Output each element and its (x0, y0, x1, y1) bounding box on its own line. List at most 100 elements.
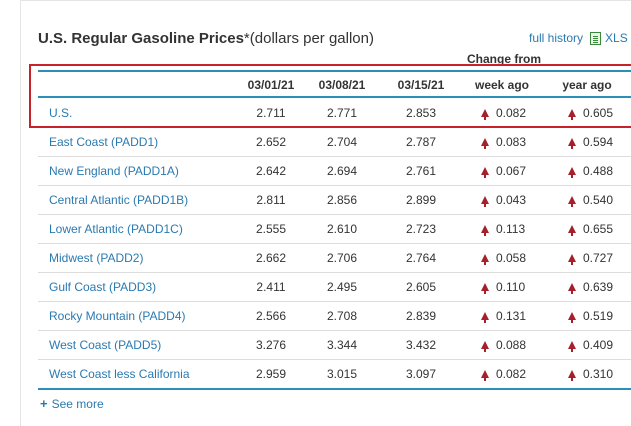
table-row: Lower Atlantic (PADD1C) 2.555 2.610 2.723 0.… (38, 214, 631, 244)
change-from-header: Change from (467, 52, 542, 66)
week-change: 0.067 (481, 164, 526, 178)
week-change: 0.131 (481, 309, 526, 323)
price-date2: 2.694 (326, 164, 358, 178)
week-change-value: 0.082 (496, 367, 527, 381)
price-date3: 2.761 (405, 164, 437, 178)
week-change-value: 0.067 (496, 164, 527, 178)
year-change-value: 0.409 (583, 338, 614, 352)
week-change-value: 0.088 (496, 338, 527, 352)
week-change-value: 0.082 (496, 106, 527, 120)
table-row: New England (PADD1A) 2.642 2.694 2.761 0.067… (38, 156, 631, 186)
region-link[interactable]: Central Atlantic (PADD1B) (49, 193, 189, 207)
week-change: 0.088 (481, 338, 526, 352)
year-change-value: 0.639 (583, 280, 614, 294)
full-history-link[interactable]: full history (529, 31, 584, 45)
week-change: 0.058 (481, 251, 526, 265)
title-suffix: *(dollars per gallon) (243, 30, 374, 47)
xls-link[interactable]: XLS (605, 31, 628, 45)
up-arrow-icon (568, 167, 576, 178)
year-change: 0.488 (568, 164, 613, 178)
week-change-value: 0.113 (496, 222, 526, 236)
region-link[interactable]: Gulf Coast (PADD3) (49, 280, 157, 294)
week-change: 0.110 (481, 280, 525, 294)
table-row: U.S. 2.711 2.771 2.853 0.082 0.605 (38, 98, 631, 128)
price-date3: 2.605 (405, 280, 437, 294)
year-change-value: 0.594 (583, 135, 614, 149)
up-arrow-icon (568, 109, 576, 120)
column-header-week-ago: week ago (474, 78, 530, 92)
panel-top-edge (20, 0, 631, 1)
up-arrow-icon (481, 138, 489, 149)
table-header-rule (38, 96, 631, 98)
year-change: 0.594 (568, 135, 613, 149)
column-header-date2: 03/08/21 (318, 78, 366, 92)
week-change-value: 0.058 (496, 251, 527, 265)
price-date1: 2.411 (256, 280, 286, 294)
price-date2: 2.610 (326, 222, 358, 236)
up-arrow-icon (568, 196, 576, 207)
region-link[interactable]: East Coast (PADD1) (49, 135, 159, 149)
panel-left-edge (20, 0, 21, 426)
week-change-value: 0.110 (496, 280, 526, 294)
price-date2: 2.495 (326, 280, 358, 294)
week-change: 0.083 (481, 135, 526, 149)
week-change-value: 0.083 (496, 135, 527, 149)
year-change-value: 0.655 (583, 222, 614, 236)
up-arrow-icon (481, 109, 489, 120)
price-date1: 2.652 (255, 135, 287, 149)
table-row: Rocky Mountain (PADD4) 2.566 2.708 2.839 0.1… (38, 301, 631, 331)
column-header-year-ago: year ago (562, 78, 612, 92)
table-row: Gulf Coast (PADD3) 2.411 2.495 2.605 0.110 0.… (38, 272, 631, 302)
price-date2: 3.344 (326, 338, 358, 352)
region-link[interactable]: U.S. (49, 106, 73, 120)
week-change: 0.043 (481, 193, 526, 207)
price-date3: 2.723 (405, 222, 437, 236)
price-date2: 2.856 (326, 193, 358, 207)
year-change: 0.409 (568, 338, 613, 352)
up-arrow-icon (481, 225, 489, 236)
price-date3: 2.899 (405, 193, 437, 207)
see-more-label: See more (51, 396, 104, 411)
up-arrow-icon (568, 225, 576, 236)
up-arrow-icon (568, 370, 576, 381)
price-date1: 2.642 (255, 164, 287, 178)
region-link[interactable]: Rocky Mountain (PADD4) (49, 309, 186, 323)
year-change: 0.727 (568, 251, 613, 265)
week-change-value: 0.131 (496, 309, 527, 323)
up-arrow-icon (568, 283, 576, 294)
table-row: Midwest (PADD2) 2.662 2.706 2.764 0.058 0.727 (38, 243, 631, 273)
year-change: 0.639 (568, 280, 613, 294)
price-date3: 3.432 (405, 338, 437, 352)
year-change: 0.540 (568, 193, 613, 207)
up-arrow-icon (481, 167, 489, 178)
table-row: West Coast less California 2.959 3.015 3.09… (38, 359, 631, 390)
up-arrow-icon (568, 341, 576, 352)
week-change: 0.082 (481, 367, 526, 381)
week-change: 0.113 (481, 222, 525, 236)
up-arrow-icon (568, 254, 576, 265)
price-date1: 2.959 (255, 367, 287, 381)
price-date3: 3.097 (405, 367, 437, 381)
price-date1: 2.555 (255, 222, 287, 236)
price-date1: 2.711 (256, 106, 286, 120)
see-more-link[interactable]: + See more (40, 396, 104, 411)
up-arrow-icon (481, 312, 489, 323)
region-link[interactable]: West Coast less California (49, 367, 190, 381)
region-link[interactable]: West Coast (PADD5) (49, 338, 162, 352)
region-link[interactable]: Midwest (PADD2) (49, 251, 144, 265)
region-link[interactable]: Lower Atlantic (PADD1C) (49, 222, 183, 236)
year-change-value: 0.488 (583, 164, 614, 178)
region-link[interactable]: New England (PADD1A) (49, 164, 179, 178)
title-main: U.S. Regular Gasoline Prices (38, 30, 244, 47)
price-date1: 2.662 (255, 251, 287, 265)
price-date3: 2.839 (405, 309, 437, 323)
price-date2: 3.015 (326, 367, 358, 381)
price-date3: 2.787 (405, 135, 437, 149)
week-change: 0.082 (481, 106, 526, 120)
history-links: full history XLS (529, 31, 628, 45)
up-arrow-icon (481, 370, 489, 381)
spreadsheet-icon[interactable] (590, 31, 602, 45)
price-date3: 2.853 (405, 106, 437, 120)
price-date3: 2.764 (405, 251, 437, 265)
